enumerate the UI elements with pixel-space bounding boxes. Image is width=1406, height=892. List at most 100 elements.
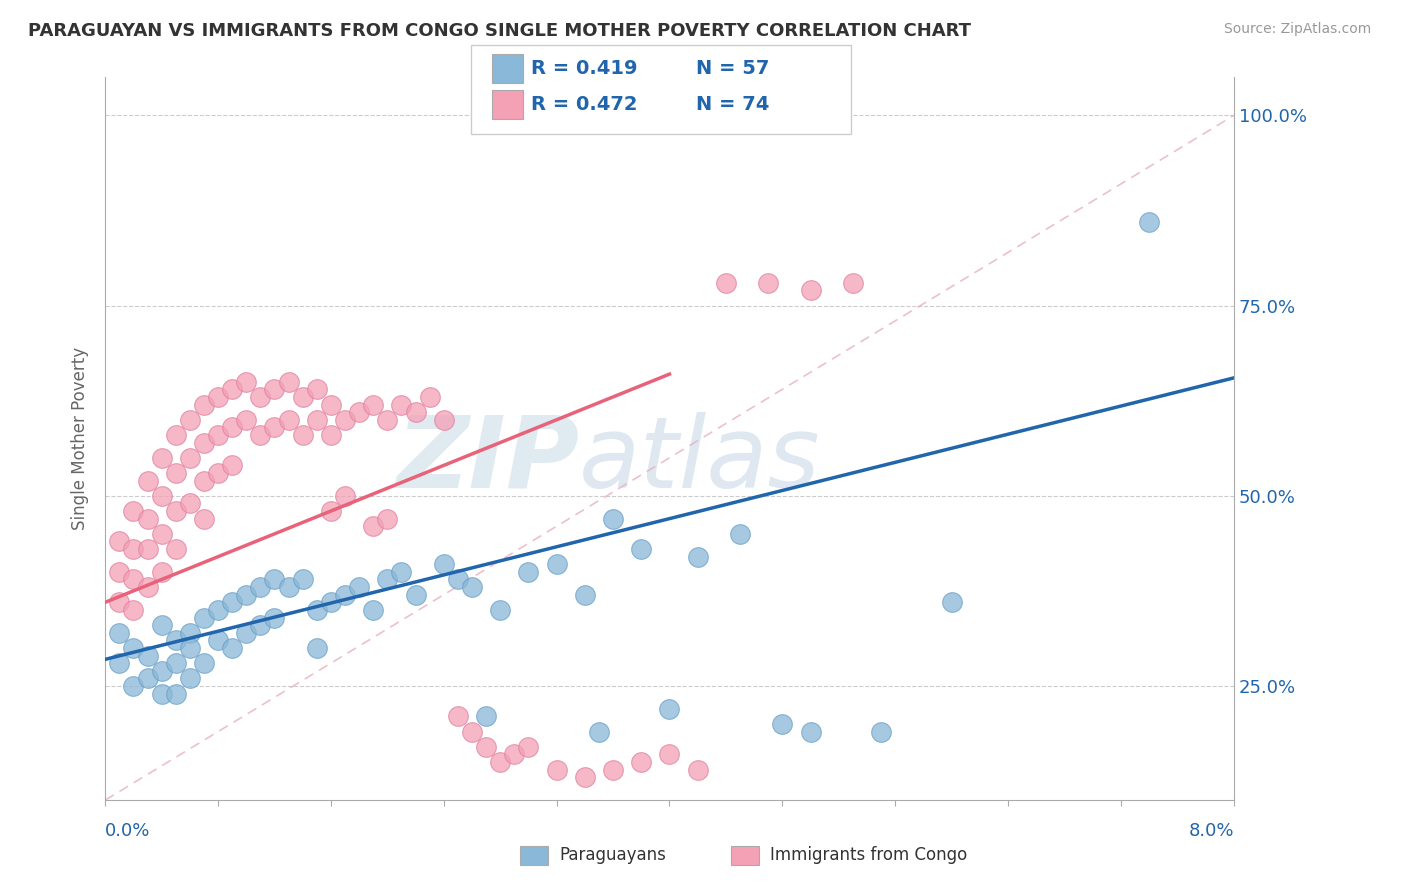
Point — [870, 724, 893, 739]
Point — [150, 664, 173, 678]
Point — [361, 398, 384, 412]
Point — [842, 276, 865, 290]
Point — [588, 724, 610, 739]
Point — [193, 610, 215, 624]
Point — [221, 640, 243, 655]
Point — [150, 450, 173, 465]
Point — [249, 618, 271, 632]
Point — [602, 511, 624, 525]
Point — [277, 413, 299, 427]
Point — [179, 496, 201, 510]
Text: 0.0%: 0.0% — [105, 822, 150, 840]
Point — [756, 276, 779, 290]
Point — [136, 648, 159, 663]
Point — [207, 633, 229, 648]
Point — [447, 573, 470, 587]
Point — [179, 640, 201, 655]
Point — [305, 640, 328, 655]
Point — [193, 435, 215, 450]
Point — [347, 405, 370, 419]
Y-axis label: Single Mother Poverty: Single Mother Poverty — [72, 347, 89, 531]
Point — [1137, 215, 1160, 229]
Point — [193, 474, 215, 488]
Point — [263, 382, 285, 396]
Point — [221, 420, 243, 434]
Point — [277, 580, 299, 594]
Point — [235, 375, 257, 389]
Point — [249, 428, 271, 442]
Point — [263, 610, 285, 624]
Point — [108, 595, 131, 609]
Point — [546, 558, 568, 572]
Point — [165, 428, 187, 442]
Point — [602, 763, 624, 777]
Point — [489, 603, 512, 617]
Point — [630, 755, 652, 769]
Text: Immigrants from Congo: Immigrants from Congo — [770, 847, 967, 864]
Point — [517, 739, 540, 754]
Point — [136, 511, 159, 525]
Point — [249, 390, 271, 404]
Point — [165, 633, 187, 648]
Point — [574, 588, 596, 602]
Point — [193, 398, 215, 412]
Point — [405, 588, 427, 602]
Text: PARAGUAYAN VS IMMIGRANTS FROM CONGO SINGLE MOTHER POVERTY CORRELATION CHART: PARAGUAYAN VS IMMIGRANTS FROM CONGO SING… — [28, 22, 972, 40]
Text: R = 0.419: R = 0.419 — [531, 59, 638, 78]
Point — [770, 717, 793, 731]
Point — [319, 504, 342, 518]
Text: atlas: atlas — [579, 412, 821, 509]
Point — [235, 588, 257, 602]
Point — [150, 687, 173, 701]
Point — [361, 519, 384, 533]
Point — [377, 511, 399, 525]
Point — [728, 526, 751, 541]
Point — [108, 625, 131, 640]
Point — [405, 405, 427, 419]
Point — [165, 656, 187, 670]
Point — [574, 770, 596, 784]
Point — [391, 565, 413, 579]
Point — [319, 398, 342, 412]
Point — [207, 390, 229, 404]
Point — [333, 489, 356, 503]
Point — [319, 595, 342, 609]
Point — [207, 428, 229, 442]
Point — [305, 382, 328, 396]
Point — [686, 763, 709, 777]
Point — [546, 763, 568, 777]
Text: N = 74: N = 74 — [696, 95, 769, 114]
Point — [193, 656, 215, 670]
Point — [391, 398, 413, 412]
Point — [305, 603, 328, 617]
Point — [136, 672, 159, 686]
Point — [136, 542, 159, 557]
Point — [122, 542, 145, 557]
Point — [179, 625, 201, 640]
Text: R = 0.472: R = 0.472 — [531, 95, 638, 114]
Text: ZIP: ZIP — [396, 412, 579, 509]
Point — [207, 466, 229, 480]
Point — [630, 542, 652, 557]
Point — [433, 413, 456, 427]
Point — [291, 390, 314, 404]
Point — [122, 640, 145, 655]
Point — [800, 724, 823, 739]
Point — [489, 755, 512, 769]
Point — [136, 474, 159, 488]
Text: Paraguayans: Paraguayans — [560, 847, 666, 864]
Point — [150, 565, 173, 579]
Point — [291, 573, 314, 587]
Point — [461, 580, 484, 594]
Point — [333, 588, 356, 602]
Point — [179, 672, 201, 686]
Point — [165, 687, 187, 701]
Point — [122, 504, 145, 518]
Point — [475, 709, 498, 723]
Point — [503, 747, 526, 762]
Point — [714, 276, 737, 290]
Point — [475, 739, 498, 754]
Point — [165, 466, 187, 480]
Point — [291, 428, 314, 442]
Point — [165, 542, 187, 557]
